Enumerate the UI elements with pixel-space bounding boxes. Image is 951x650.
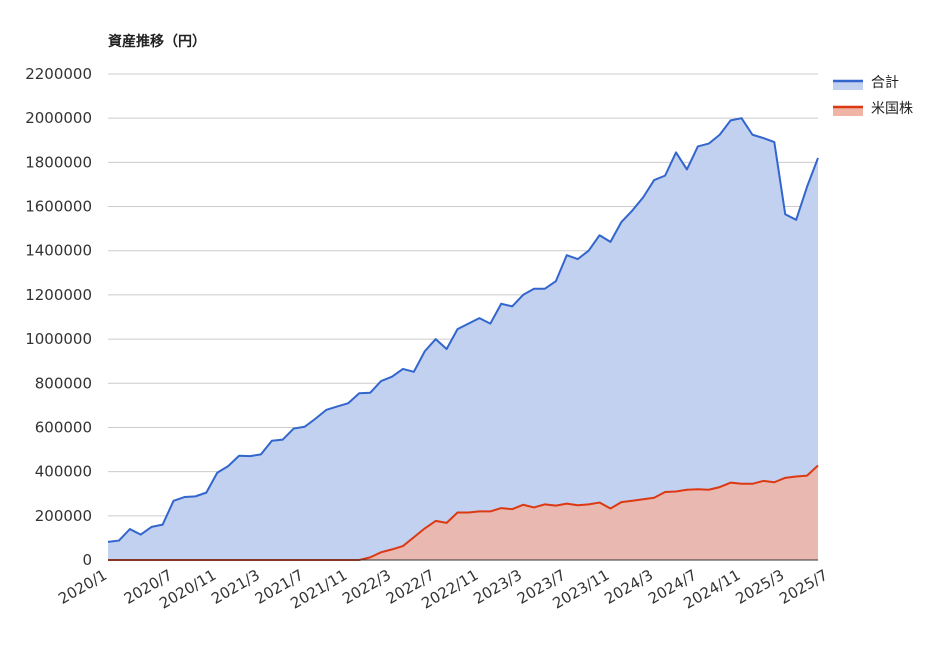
legend-swatch-0 — [833, 81, 863, 90]
y-tick-label: 600000 — [35, 418, 92, 436]
series-area-0 — [108, 118, 818, 561]
series-line-0 — [107, 117, 819, 543]
x-tick-label: 2022/3 — [339, 566, 394, 608]
x-tick-label: 2024/3 — [601, 566, 656, 608]
y-tick-label: 2000000 — [25, 109, 92, 127]
x-tick-label: 2025/7 — [776, 566, 831, 608]
legend-label-1: 米国株 — [871, 101, 913, 117]
x-tick-label: 2021/3 — [208, 566, 263, 608]
y-tick-label: 1000000 — [25, 330, 92, 348]
y-tick-label: 1200000 — [25, 286, 92, 304]
y-axis: 0 200000 400000 600000 800000 1000000 1200000 1… — [25, 65, 92, 569]
y-tick-label: 1800000 — [25, 153, 92, 171]
y-tick-label: 2200000 — [25, 65, 92, 83]
legend-swatch-1 — [833, 107, 863, 116]
y-tick-label: 0 — [82, 551, 92, 569]
y-tick-label: 800000 — [35, 374, 92, 392]
x-tick-label: 2020/1 — [55, 566, 110, 608]
y-tick-label: 1400000 — [25, 242, 92, 260]
x-tick-label: 2023/3 — [470, 566, 525, 608]
y-tick-label: 1600000 — [25, 198, 92, 216]
chart-title: 資産推移（円） — [108, 33, 206, 50]
y-tick-label: 400000 — [35, 463, 92, 481]
legend-label-0: 合計 — [871, 75, 899, 91]
series-lines — [107, 117, 819, 561]
y-tick-label: 200000 — [35, 507, 92, 525]
x-axis: 2020/1 2020/72020/112021/32021/72021/1120… — [55, 566, 831, 613]
x-tick-label: 2025/3 — [733, 566, 788, 608]
